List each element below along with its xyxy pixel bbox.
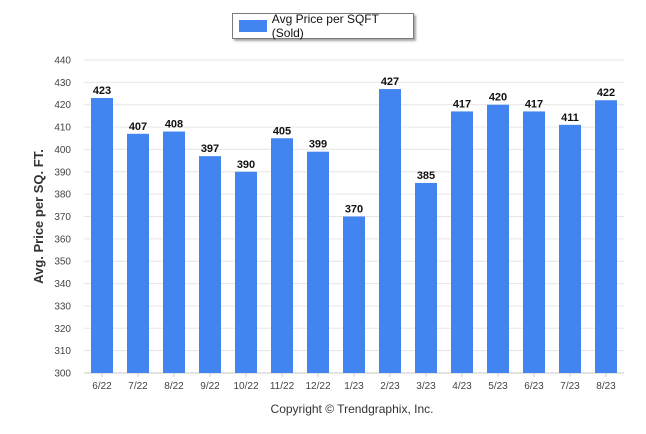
legend-swatch (239, 20, 267, 32)
x-tick-label: 1/23 (344, 381, 364, 392)
bar (163, 131, 185, 373)
data-label: 411 (561, 112, 579, 124)
x-tick-label: 4/23 (452, 381, 472, 392)
x-tick-label: 8/23 (596, 381, 616, 392)
y-tick-label: 320 (54, 324, 71, 335)
data-label: 397 (201, 143, 219, 155)
data-label: 408 (165, 119, 183, 131)
x-tick-label: 10/22 (233, 381, 258, 392)
y-tick-label: 440 (54, 56, 71, 67)
x-tick-label: 11/22 (270, 381, 295, 392)
y-tick-label: 430 (54, 78, 71, 89)
copyright-footer: Copyright © Trendgraphix, Inc. (271, 402, 434, 416)
data-label: 427 (381, 76, 399, 88)
y-tick-label: 400 (54, 145, 71, 156)
x-tick-label: 9/22 (200, 381, 220, 392)
y-tick-label: 390 (54, 167, 71, 178)
bar (559, 124, 581, 373)
bar (235, 171, 257, 373)
legend-label: Avg Price per SQFT (Sold) (271, 12, 379, 40)
bar (451, 111, 473, 374)
y-tick-label: 410 (54, 123, 71, 134)
x-tick-label: 6/22 (92, 381, 112, 392)
x-tick-label: 7/23 (560, 381, 580, 392)
x-tick-label: 7/22 (128, 381, 148, 392)
bar (487, 104, 509, 373)
data-label: 385 (417, 170, 435, 182)
data-label: 417 (453, 98, 471, 110)
bar (523, 111, 545, 374)
bar (343, 216, 365, 373)
x-tick-label: 8/22 (164, 381, 184, 392)
x-tick-label: 5/23 (488, 381, 508, 392)
legend: Avg Price per SQFT (Sold) (232, 12, 414, 40)
data-label: 407 (129, 121, 147, 133)
x-tick-label: 12/22 (305, 381, 330, 392)
y-tick-label: 370 (54, 212, 71, 223)
data-label: 390 (237, 159, 255, 171)
y-axis-title: Avg. Price per SQ. FT. (31, 149, 46, 284)
y-tick-label: 330 (54, 301, 71, 312)
y-tick-label: 310 (54, 346, 71, 357)
data-label: 422 (597, 87, 615, 99)
data-label: 405 (273, 125, 291, 137)
x-tick-label: 6/23 (524, 381, 544, 392)
data-label: 417 (525, 98, 543, 110)
bar (415, 182, 437, 373)
x-tick-label: 2/23 (380, 381, 400, 392)
bar (91, 98, 113, 373)
data-label: 370 (345, 204, 363, 216)
y-tick-label: 420 (54, 100, 71, 111)
bar (307, 151, 329, 373)
data-label: 399 (309, 139, 327, 151)
data-label: 423 (93, 85, 111, 97)
bar (379, 89, 401, 374)
y-tick-label: 380 (54, 190, 71, 201)
bar (127, 133, 149, 373)
y-tick-label: 340 (54, 279, 71, 290)
bar (199, 156, 221, 373)
y-tick-label: 360 (54, 234, 71, 245)
bar (271, 138, 293, 373)
data-label: 420 (489, 92, 507, 104)
x-tick-label: 3/23 (416, 381, 436, 392)
y-tick-label: 350 (54, 257, 71, 268)
y-tick-label: 300 (54, 369, 71, 380)
bar (595, 100, 617, 373)
